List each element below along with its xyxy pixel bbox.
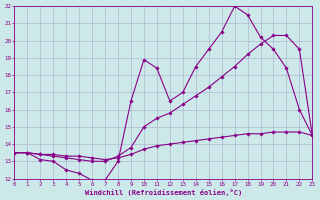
X-axis label: Windchill (Refroidissement éolien,°C): Windchill (Refroidissement éolien,°C) bbox=[85, 189, 242, 196]
